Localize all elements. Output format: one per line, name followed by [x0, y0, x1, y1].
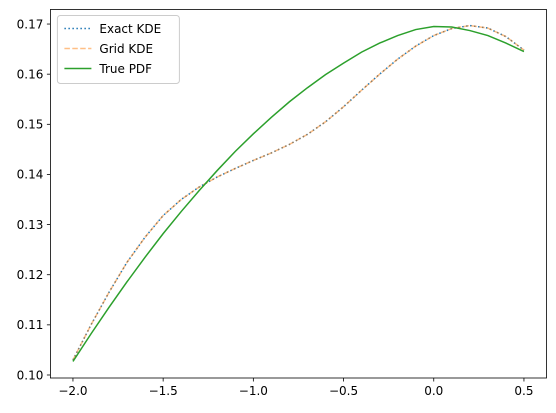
y-tick-label: 0.10: [17, 368, 44, 382]
data-line: [72, 25, 525, 362]
legend: Exact KDE Grid KDE True PDF: [56, 15, 180, 84]
x-tick-label: −2.0: [58, 384, 87, 398]
legend-label: True PDF: [98, 62, 152, 76]
y-tick-label: 0.15: [17, 118, 44, 132]
data-line: [72, 24, 525, 361]
y-tick-label: 0.11: [17, 318, 44, 332]
x-tick-label: 0.0: [424, 384, 443, 398]
x-tick-label: −1.0: [239, 384, 268, 398]
y-tick-label: 0.13: [17, 218, 44, 232]
legend-label: Exact KDE: [99, 22, 161, 36]
legend-label: Grid KDE: [99, 42, 153, 56]
y-tick-label: 0.16: [17, 67, 44, 81]
y-tick-label: 0.12: [17, 268, 44, 282]
x-tick-label: −1.5: [149, 384, 178, 398]
x-tick-label: −0.5: [329, 384, 358, 398]
plot-frame: [50, 9, 547, 379]
y-tick-label: 0.17: [17, 17, 44, 31]
y-tick-label: 0.14: [17, 168, 44, 182]
x-tick-label: 0.5: [514, 384, 533, 398]
legend-box: [56, 15, 180, 84]
